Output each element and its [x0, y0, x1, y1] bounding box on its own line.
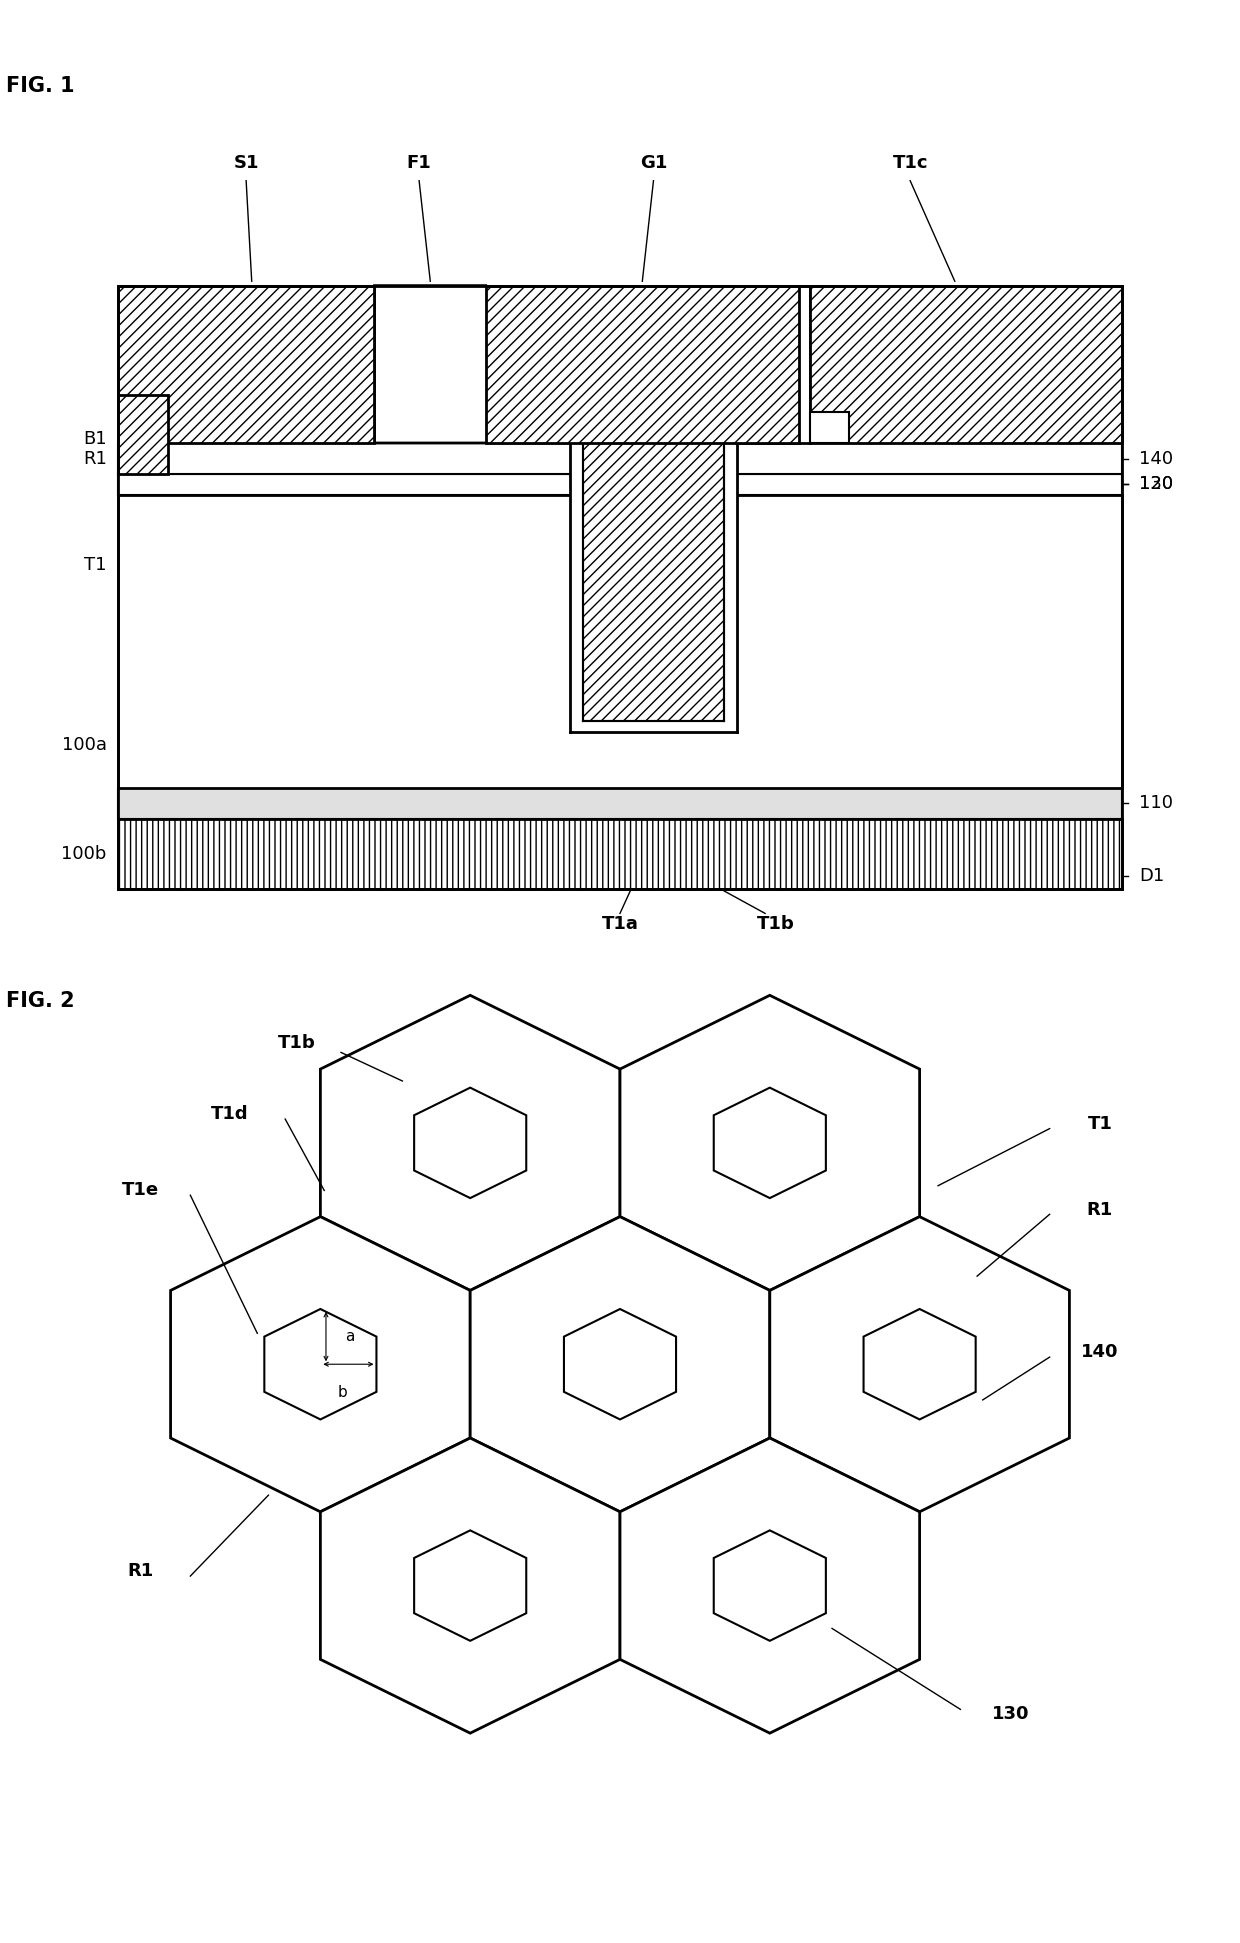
Polygon shape: [171, 1216, 470, 1512]
Text: 110: 110: [1140, 795, 1173, 812]
Polygon shape: [770, 1216, 1069, 1512]
Text: a: a: [345, 1329, 355, 1345]
Text: R1: R1: [83, 449, 107, 468]
Bar: [118, 286, 1122, 888]
Text: T1c: T1c: [893, 153, 928, 173]
Bar: [118, 495, 1122, 789]
Polygon shape: [470, 1216, 770, 1512]
Bar: [118, 474, 1122, 495]
Bar: [583, 443, 724, 721]
Text: T1b: T1b: [758, 915, 795, 933]
Polygon shape: [620, 995, 920, 1290]
Polygon shape: [564, 1310, 676, 1420]
Polygon shape: [737, 286, 810, 443]
Text: B1: B1: [83, 429, 107, 447]
Bar: [118, 286, 374, 443]
Text: b: b: [339, 1385, 347, 1401]
Bar: [118, 394, 169, 474]
Text: T1d: T1d: [211, 1106, 248, 1123]
Polygon shape: [414, 1531, 526, 1640]
Text: 130: 130: [1140, 476, 1173, 494]
Polygon shape: [414, 1088, 526, 1199]
Text: S1: S1: [233, 153, 259, 173]
Polygon shape: [714, 1531, 826, 1640]
Bar: [810, 412, 848, 443]
Text: 120: 120: [1140, 476, 1173, 494]
Bar: [118, 443, 1122, 474]
Polygon shape: [320, 1438, 620, 1733]
Polygon shape: [264, 1310, 377, 1420]
Text: 100a: 100a: [62, 736, 107, 754]
Polygon shape: [320, 995, 620, 1290]
Bar: [118, 818, 1122, 888]
Bar: [810, 286, 1122, 443]
Bar: [569, 443, 737, 731]
Text: FIG. 1: FIG. 1: [6, 76, 74, 95]
Text: T1: T1: [84, 556, 107, 575]
Text: T1a: T1a: [601, 915, 639, 933]
Polygon shape: [374, 286, 569, 443]
Text: R1: R1: [1086, 1201, 1114, 1218]
Bar: [118, 789, 1122, 820]
Text: R1: R1: [126, 1562, 154, 1580]
Text: F1: F1: [407, 153, 432, 173]
Text: 100b: 100b: [61, 845, 107, 863]
Polygon shape: [714, 1088, 826, 1199]
Bar: [486, 286, 799, 443]
Text: G1: G1: [640, 153, 667, 173]
Polygon shape: [620, 1438, 920, 1733]
Text: 140: 140: [1140, 449, 1173, 468]
Text: T1e: T1e: [122, 1181, 159, 1199]
Text: 140: 140: [1081, 1343, 1118, 1362]
Text: T1b: T1b: [278, 1034, 315, 1051]
Text: FIG. 2: FIG. 2: [6, 991, 74, 1010]
Polygon shape: [863, 1310, 976, 1420]
Text: D1: D1: [1140, 867, 1164, 884]
Text: T1: T1: [1087, 1115, 1112, 1133]
Text: 130: 130: [992, 1706, 1029, 1723]
